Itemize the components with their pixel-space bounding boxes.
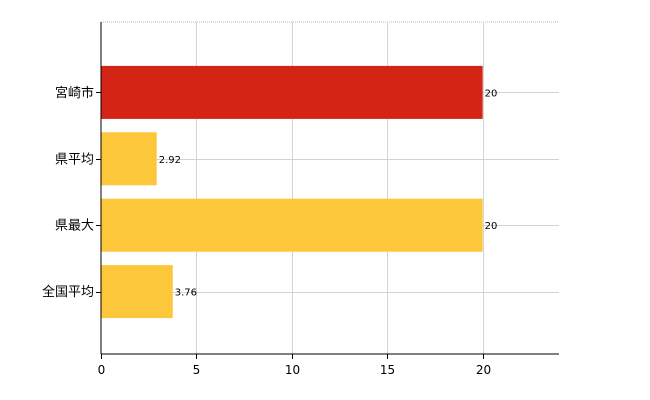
y-category-label: 県平均 (55, 152, 94, 167)
y-category-label: 宮崎市 (55, 85, 94, 101)
bar (101, 198, 483, 252)
bars-group (101, 65, 483, 319)
x-tick-label: 10 (285, 363, 300, 377)
x-tick-label: 15 (380, 363, 395, 377)
bar-value-label: 20 (485, 88, 498, 99)
x-ticks: 0 5 10 15 20 (98, 354, 491, 377)
x-tick-label: 5 (193, 363, 201, 377)
bar-value-label: 3.76 (175, 288, 197, 299)
x-tick-label: 20 (476, 363, 491, 377)
x-tick-label: 0 (98, 363, 106, 377)
bar (101, 132, 157, 186)
bar (101, 265, 173, 319)
axes-group (100, 22, 559, 355)
bar-value-label: 20 (485, 221, 498, 232)
bar-value-label: 2.92 (159, 155, 181, 166)
bar (101, 65, 483, 119)
value-labels: 20 2.92 20 3.76 (159, 88, 498, 298)
y-category-label: 県最大 (55, 219, 94, 234)
y-category-label: 全国平均 (42, 284, 94, 300)
